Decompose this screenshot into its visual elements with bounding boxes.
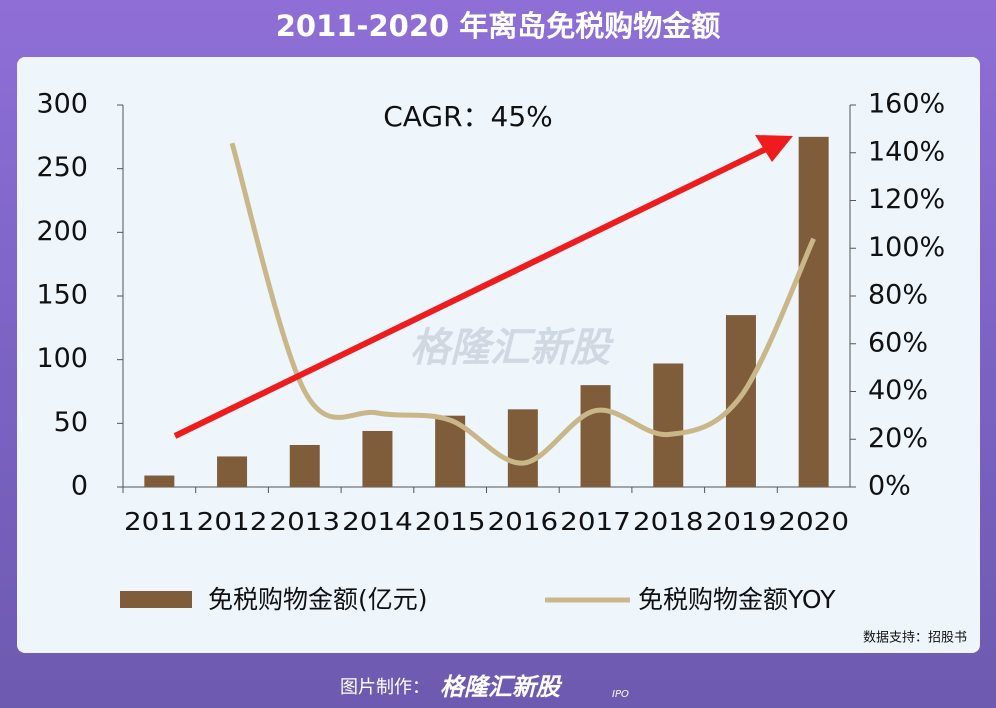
y2-tick-label: 20% [868,423,928,454]
bar [144,475,175,487]
bar [725,315,756,487]
line [229,142,816,466]
plot: 0 50 100 150 200 250 300 0% 20% 40% 60% 80% 100% 120%… [36,89,945,615]
legend-label: 免税购物金额YOY [638,585,836,614]
y2-tick-label: 140% [868,136,945,167]
legend-label: 免税购物金额(亿元) [208,585,428,614]
x-tick-label: 2011 [124,507,195,536]
y2-tick-label: 100% [868,232,945,263]
x-tick-label: 2020 [778,507,849,536]
y2-tick-label: 160% [868,89,945,120]
annotation: CAGR：45% [383,100,553,133]
y-tick-label: 150 [36,280,88,311]
x-tick-label: 2015 [415,507,486,536]
y2-tick-label: 120% [868,184,945,215]
y2-tick-label: 0% [868,471,911,502]
x-tick-label: 2013 [269,507,340,536]
bar [217,456,248,487]
bar [289,444,320,487]
page-title: 2011-2020 年离岛免税购物金额 [276,9,721,43]
x-tick-label: 2014 [342,507,413,536]
panel [17,57,980,653]
y-tick-label: 50 [54,407,88,438]
x-tick-label: 2018 [633,507,704,536]
y2-tick-label: 80% [868,280,928,311]
bar [653,363,684,487]
y-tick-label: 100 [36,343,88,374]
bar [362,430,393,487]
bar [507,409,538,487]
x-tick-label: 2019 [706,507,777,536]
y-tick-label: 0 [71,471,88,502]
trend-arrowhead [755,135,793,162]
source: 数据支持：招股书 [863,631,967,646]
x-tick-label: 2016 [488,507,559,536]
legend-swatch [120,591,192,608]
y-tick-label: 250 [36,152,88,183]
bar [798,136,829,488]
y2-tick-label: 40% [868,375,928,406]
x-tick-label: 2012 [197,507,268,536]
footer-label: 图片制作： [340,677,430,698]
y2-tick-label: 60% [868,327,928,358]
footer-brand: 格隆汇新股 [440,673,563,701]
y-tick-label: 300 [36,89,88,120]
watermark: 格隆汇新股 [410,325,614,371]
y-tick-label: 200 [36,216,88,247]
trend-arrow [173,144,772,439]
x-tick-label: 2017 [560,507,631,536]
bar [580,385,611,487]
footer-brand-sub: IPO [612,689,629,700]
